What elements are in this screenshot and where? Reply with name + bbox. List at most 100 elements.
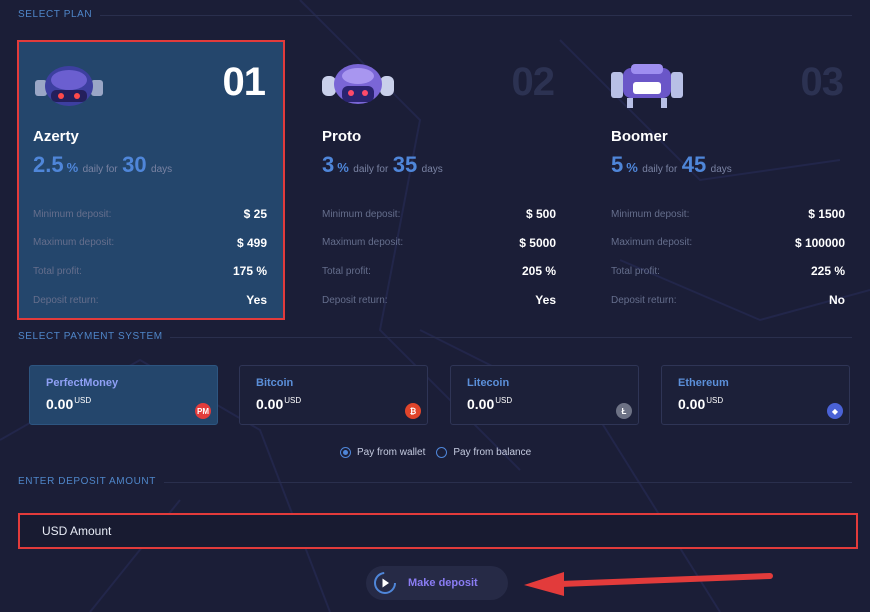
daily-for-label: daily for <box>642 164 678 175</box>
payment-name: Bitcoin <box>256 377 294 389</box>
days-label: days <box>710 164 732 175</box>
divider <box>164 482 852 483</box>
make-deposit-label: Make deposit <box>408 577 478 589</box>
radio-button[interactable] <box>436 447 448 458</box>
detail-value: $ 5000 <box>519 235 556 250</box>
plan-name: Azerty <box>33 128 79 145</box>
detail-label: Total profit: <box>322 265 371 277</box>
daily-for-label: daily for <box>82 164 118 175</box>
make-deposit-button[interactable]: Make deposit <box>366 566 508 600</box>
detail-label: Total profit: <box>33 265 82 277</box>
payment-balance: 0.00USD <box>46 396 91 412</box>
detail-label: Total profit: <box>611 265 660 277</box>
select-plan-heading: SELECT PLAN <box>18 9 93 20</box>
divider <box>170 337 852 338</box>
radio-button-checked[interactable] <box>340 447 351 458</box>
red-arrow-annotation <box>524 572 773 596</box>
balance-unit: USD <box>74 396 92 405</box>
payment-balance: 0.00USD <box>678 396 723 412</box>
plan-card-azerty[interactable]: 01 Azerty 2.5% daily for 30 days Minimum… <box>17 40 285 320</box>
detail-label: Deposit return: <box>611 294 677 306</box>
plan-details: Minimum deposit: $ 1500 Maximum deposit: $… <box>611 200 845 314</box>
selection-highlight <box>17 40 285 320</box>
detail-label: Deposit return: <box>33 294 99 306</box>
rate-unit: % <box>337 160 349 175</box>
balance-amount: 0.00 <box>467 396 495 412</box>
radio-label: Pay from balance <box>453 447 532 458</box>
plan-number: 03 <box>800 60 844 104</box>
detail-value: $ 100000 <box>794 235 845 250</box>
detail-value: 175 % <box>232 264 267 279</box>
detail-row: Deposit return: Yes <box>33 286 267 315</box>
robot-proto-icon <box>322 64 394 104</box>
payment-bitcoin[interactable]: Bitcoin 0.00USD ₿ <box>239 365 428 425</box>
detail-value: 205 % <box>521 264 556 279</box>
plan-number: 01 <box>222 60 266 104</box>
plan-rate: 3% daily for 35 days <box>322 152 443 178</box>
detail-row: Minimum deposit: $ 25 <box>33 200 267 229</box>
detail-label: Maximum deposit: <box>322 237 404 249</box>
detail-value: $ 499 <box>236 235 267 250</box>
enter-amount-heading: ENTER DEPOSIT AMOUNT <box>18 476 156 487</box>
payment-name: PerfectMoney <box>46 377 119 389</box>
detail-row: Deposit return: Yes <box>322 286 556 315</box>
detail-value: Yes <box>246 293 267 308</box>
detail-row: Minimum deposit: $ 1500 <box>611 200 845 229</box>
balance-amount: 0.00 <box>46 396 74 412</box>
payment-name: Litecoin <box>467 377 510 389</box>
detail-label: Maximum deposit: <box>33 237 115 249</box>
detail-label: Deposit return: <box>322 294 388 306</box>
plan-days: 45 <box>681 152 707 177</box>
plan-details: Minimum deposit: $ 500 Maximum deposit: $ … <box>322 200 556 314</box>
ethereum-icon: ◆ <box>827 403 843 419</box>
balance-unit: USD <box>706 396 724 405</box>
plan-days: 30 <box>122 152 147 177</box>
detail-label: Maximum deposit: <box>611 237 693 249</box>
payment-perfectmoney[interactable]: PerfectMoney 0.00USD PM <box>29 365 218 425</box>
robot-boomer-icon <box>611 64 683 108</box>
detail-value: $ 25 <box>243 207 267 222</box>
daily-rate: 5 <box>611 152 624 177</box>
detail-value: 225 % <box>810 264 845 279</box>
detail-row: Total profit: 175 % <box>33 257 267 286</box>
detail-value: $ 500 <box>525 207 556 222</box>
select-payment-heading: SELECT PAYMENT SYSTEM <box>18 331 163 342</box>
detail-row: Total profit: 225 % <box>611 257 845 286</box>
pay-from-wallet-option[interactable]: Pay from wallet <box>340 447 425 458</box>
daily-rate: 3 <box>322 152 335 177</box>
rate-unit: % <box>626 160 638 175</box>
payment-balance: 0.00USD <box>256 396 301 412</box>
litecoin-icon: Ł <box>616 403 632 419</box>
pay-source-options: Pay from wallet Pay from balance <box>340 447 531 458</box>
detail-row: Total profit: 205 % <box>322 257 556 286</box>
plan-details: Minimum deposit: $ 25 Maximum deposit: $ 4… <box>33 200 267 314</box>
detail-label: Minimum deposit: <box>322 208 401 220</box>
plan-days: 35 <box>392 152 418 177</box>
detail-value: Yes <box>535 293 556 308</box>
payment-litecoin[interactable]: Litecoin 0.00USD Ł <box>450 365 639 425</box>
detail-value: No <box>829 293 845 308</box>
payment-ethereum[interactable]: Ethereum 0.00USD ◆ <box>661 365 850 425</box>
balance-unit: USD <box>284 396 302 405</box>
pay-from-balance-option[interactable]: Pay from balance <box>436 447 531 458</box>
detail-label: Minimum deposit: <box>33 208 112 220</box>
balance-amount: 0.00 <box>678 396 706 412</box>
usd-amount-input[interactable] <box>18 513 858 549</box>
plan-card-boomer[interactable]: 03 Boomer 5% daily for 45 days Minimum d… <box>595 40 863 320</box>
divider <box>100 15 852 16</box>
detail-row: Maximum deposit: $ 100000 <box>611 229 845 258</box>
plan-number: 02 <box>511 60 555 104</box>
plan-rate: 2.5% daily for 30 days <box>33 152 172 178</box>
plan-name: Proto <box>322 128 362 145</box>
robot-azerty-icon <box>35 66 103 106</box>
detail-row: Deposit return: No <box>611 286 845 315</box>
daily-for-label: daily for <box>353 164 389 175</box>
bitcoin-icon: ₿ <box>405 403 421 419</box>
plan-card-proto[interactable]: 02 Proto 3% daily for 35 days Minimum de… <box>306 40 574 320</box>
balance-amount: 0.00 <box>256 396 284 412</box>
play-circle-icon <box>374 572 396 594</box>
daily-rate: 2.5 <box>33 152 64 177</box>
detail-row: Maximum deposit: $ 5000 <box>322 229 556 258</box>
payment-balance: 0.00USD <box>467 396 512 412</box>
detail-row: Maximum deposit: $ 499 <box>33 229 267 258</box>
